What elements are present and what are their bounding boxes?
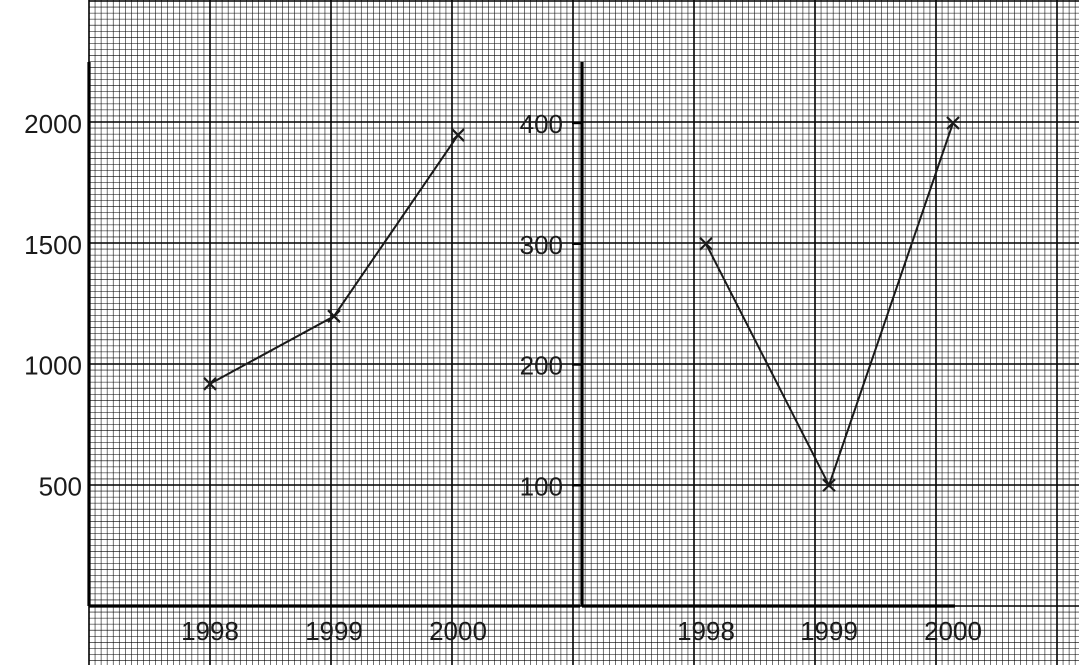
x-tick-label: 1999 (305, 616, 363, 646)
x-tick-label: 1998 (181, 616, 239, 646)
graph-paper-grid (88, 0, 1079, 665)
data-point-x-marker (946, 116, 960, 130)
series-line (705, 122, 954, 488)
data-point-x-marker (203, 377, 217, 391)
y-tick-label: 500 (39, 471, 82, 501)
y-tick-label: 200 (520, 351, 563, 381)
x-tick-label: 2000 (924, 616, 982, 646)
y-tick-label: 100 (520, 471, 563, 501)
data-point-x-marker (327, 309, 341, 323)
series-line (209, 134, 459, 385)
chart-axes (87, 62, 955, 608)
y-tick-label: 400 (520, 109, 563, 139)
data-point-x-marker (699, 236, 713, 251)
x-tick-label: 1998 (677, 616, 735, 646)
y-tick-label: 300 (520, 230, 563, 260)
data-point-x-marker (451, 128, 465, 142)
x-tick-label: 1999 (800, 616, 858, 646)
chart-tick-labels: 500 1000 1500 2000 1998 1999 2000 100 200 300 400 1… (24, 109, 982, 646)
y-tick-label: 1500 (24, 230, 82, 260)
y-tick-label: 2000 (24, 109, 82, 139)
x-tick-label: 2000 (429, 616, 487, 646)
y-tick-label: 1000 (24, 351, 82, 381)
chart-marks (203, 116, 960, 493)
data-point-x-marker (822, 478, 836, 493)
